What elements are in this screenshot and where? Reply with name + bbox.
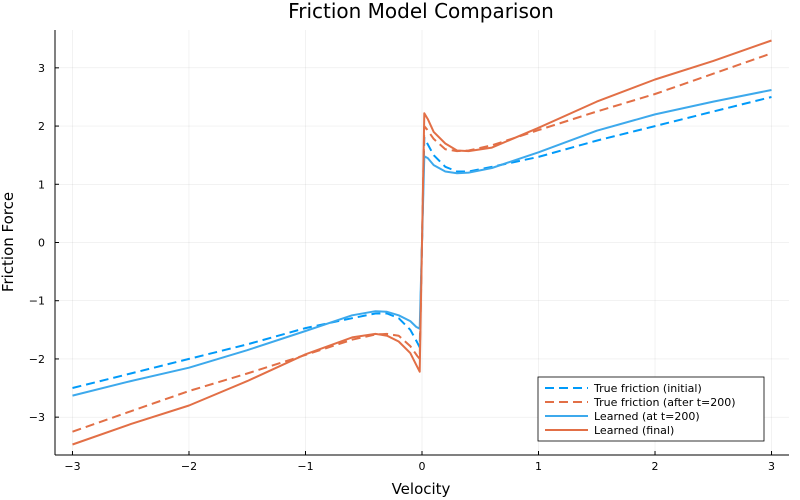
grid [55,30,789,455]
y-tick-label: 3 [38,62,45,75]
x-tick-label: 1 [535,460,542,473]
y-tick-label: 0 [38,237,45,250]
y-tick-label: 1 [38,178,45,191]
chart-title: Friction Model Comparison [288,0,554,23]
y-tick-label: −3 [29,411,45,424]
x-tick-label: −2 [181,460,197,473]
legend-label-3: Learned (at t=200) [594,410,700,423]
y-tick-label: 2 [38,120,45,133]
y-axis-label: Friction Force [0,192,17,292]
x-tick-label: 2 [652,460,659,473]
x-tick-label: 0 [419,460,426,473]
legend: True friction (initial)True friction (af… [537,376,765,442]
x-tick-label: −3 [64,460,80,473]
x-tick-label: −1 [297,460,313,473]
legend-label-4: Learned (final) [594,424,674,437]
y-tick-label: −2 [29,353,45,366]
y-tick-label: −1 [29,295,45,308]
legend-label-1: True friction (initial) [593,382,702,395]
x-tick-label: 3 [768,460,775,473]
series-line-4 [72,39,772,446]
x-axis-label: Velocity [392,480,451,498]
tick-labels: −3 −2 −1 0 1 2 3 −3 −2 −1 0 1 2 3 [29,62,775,473]
legend-label-2: True friction (after t=200) [593,396,736,409]
axes [54,30,789,456]
series-lines [72,39,772,446]
